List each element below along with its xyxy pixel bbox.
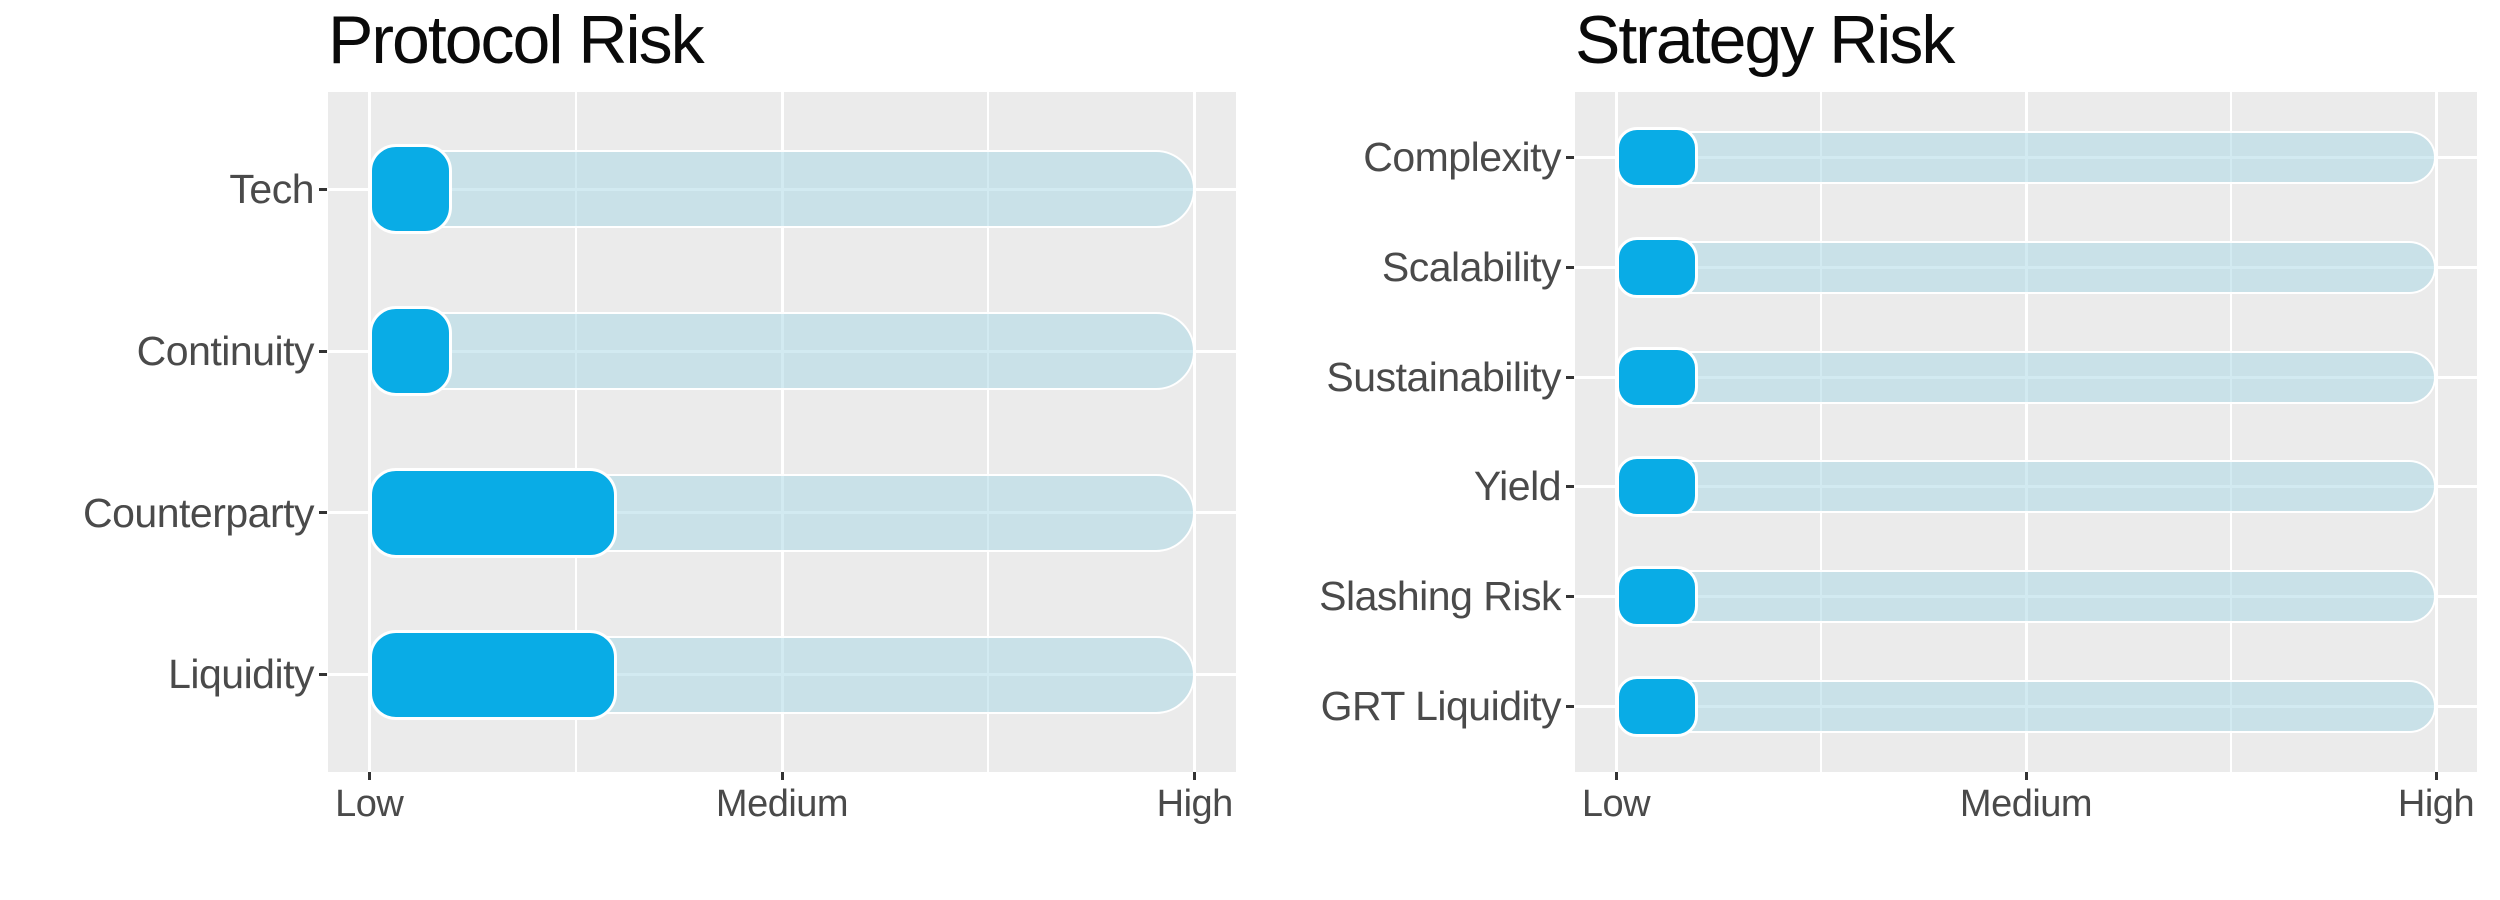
risk-bar bbox=[1616, 675, 1698, 737]
category-label: Liquidity bbox=[168, 651, 314, 698]
y-axis-tick bbox=[319, 349, 327, 353]
risk-track bbox=[1616, 679, 2436, 733]
y-axis-tick bbox=[1566, 595, 1574, 599]
risk-track bbox=[369, 312, 1195, 391]
gridline-x-minor bbox=[1820, 92, 1822, 772]
risk-bar bbox=[369, 144, 452, 235]
x-tick-label: High bbox=[1156, 783, 1234, 825]
gridline-x-minor bbox=[2230, 92, 2232, 772]
category-label: Counterparty bbox=[82, 489, 315, 536]
y-axis-tick bbox=[1566, 375, 1574, 379]
risk-bar bbox=[369, 306, 452, 397]
risk-track bbox=[1616, 460, 2436, 514]
gridline-x-major bbox=[1614, 92, 1618, 772]
category-label: Slashing Risk bbox=[1319, 573, 1561, 620]
x-axis-tick bbox=[1614, 772, 1618, 780]
gridline-x-major bbox=[780, 92, 784, 772]
risk-bar bbox=[1616, 127, 1698, 189]
gridline-x-major bbox=[367, 92, 371, 772]
category-label: GRT Liquidity bbox=[1320, 682, 1562, 729]
strategy-risk-title: Strategy Risk bbox=[1575, 2, 1955, 78]
risk-track bbox=[1616, 240, 2436, 294]
x-axis-tick bbox=[2434, 772, 2438, 780]
x-axis-tick bbox=[367, 772, 371, 780]
category-label: Tech bbox=[229, 165, 314, 212]
risk-track bbox=[369, 150, 1195, 229]
risk-bar bbox=[1616, 346, 1698, 408]
risk-track bbox=[1616, 350, 2436, 404]
gridline-x-major bbox=[2434, 92, 2438, 772]
gridline-x-major bbox=[2024, 92, 2028, 772]
y-axis-tick bbox=[1566, 265, 1574, 269]
risk-bar bbox=[369, 467, 617, 558]
plot-panel bbox=[328, 92, 1236, 772]
risk-track bbox=[1616, 131, 2436, 185]
risk-track bbox=[1616, 570, 2436, 624]
risk-bar bbox=[369, 629, 617, 720]
x-axis-tick bbox=[2024, 772, 2028, 780]
category-label: Yield bbox=[1473, 463, 1562, 510]
risk-bar bbox=[1616, 456, 1698, 518]
x-tick-label: Medium bbox=[715, 783, 849, 825]
category-label: Scalability bbox=[1381, 244, 1562, 291]
protocol-risk-title: Protocol Risk bbox=[328, 2, 705, 78]
risk-bar bbox=[1616, 236, 1698, 298]
x-axis-tick bbox=[780, 772, 784, 780]
category-label: Complexity bbox=[1363, 134, 1561, 181]
x-tick-label: High bbox=[2397, 783, 2475, 825]
y-axis-tick bbox=[1566, 485, 1574, 489]
gridline-x-major bbox=[1193, 92, 1197, 772]
y-axis-tick bbox=[1566, 156, 1574, 160]
gridline-x-minor bbox=[574, 92, 577, 772]
y-axis-tick bbox=[319, 511, 327, 515]
x-axis-tick bbox=[1193, 772, 1197, 780]
y-axis-tick bbox=[1566, 704, 1574, 708]
y-axis-tick bbox=[319, 187, 327, 191]
x-tick-label: Medium bbox=[1959, 783, 2093, 825]
category-label: Continuity bbox=[136, 327, 315, 374]
category-label: Sustainability bbox=[1326, 353, 1561, 400]
x-tick-label: Low bbox=[1581, 783, 1651, 825]
risk-bar bbox=[1616, 566, 1698, 628]
x-tick-label: Low bbox=[335, 783, 404, 825]
y-axis-tick bbox=[319, 673, 327, 677]
gridline-x-minor bbox=[987, 92, 990, 772]
plot-panel bbox=[1575, 92, 2477, 772]
